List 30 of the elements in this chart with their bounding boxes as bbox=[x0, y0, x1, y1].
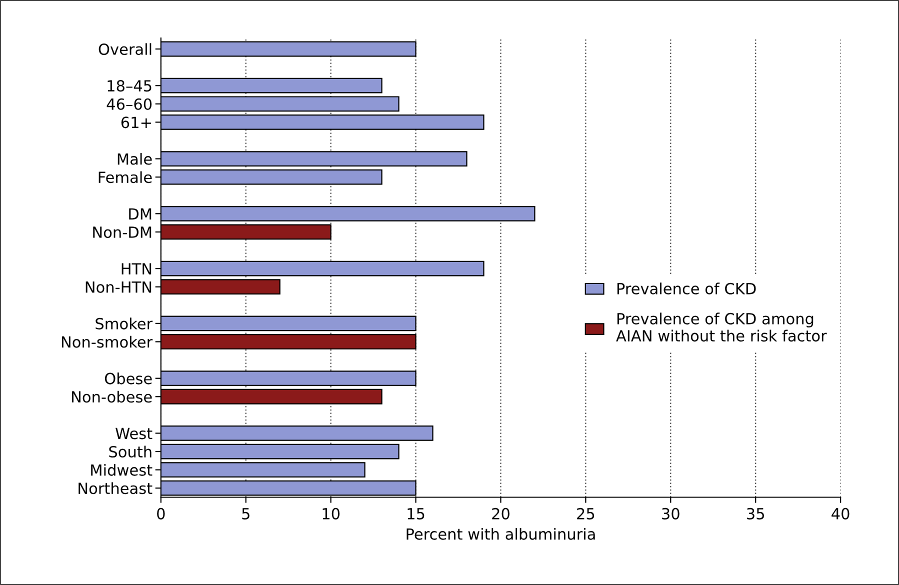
y-tick-label: Male bbox=[118, 152, 152, 165]
x-tick-label: 0 bbox=[157, 508, 165, 520]
y-tick-label: HTN bbox=[122, 263, 152, 274]
legend-label: Prevalence of CKD among AIAN without the risk factor bbox=[616, 312, 827, 342]
y-tick-label: South bbox=[109, 446, 152, 458]
x-tick-label: 15 bbox=[408, 508, 424, 520]
y-tick-label: Non-DM bbox=[93, 226, 152, 238]
x-tick-label: 25 bbox=[577, 508, 594, 520]
y-tick-label: Female bbox=[98, 171, 152, 184]
x-tick-label: 10 bbox=[322, 508, 340, 520]
y-tick-label: 18–45 bbox=[108, 80, 152, 92]
y-tick-label: Overall bbox=[98, 43, 152, 56]
x-tick-label: 40 bbox=[832, 508, 850, 520]
y-tick-label: Smoker bbox=[96, 318, 153, 330]
x-tick-label: 5 bbox=[242, 508, 250, 520]
y-tick-label: West bbox=[116, 428, 152, 440]
y-tick-label: 61+ bbox=[121, 116, 151, 128]
legend-label: Prevalence of CKD bbox=[617, 282, 756, 294]
x-axis-title: Percent with albuminuria bbox=[406, 528, 595, 540]
x-tick-label: 30 bbox=[662, 508, 680, 520]
y-tick-label: Northeast bbox=[78, 482, 152, 494]
y-tick-label: Non-obese bbox=[72, 390, 152, 403]
y-tick-label: Non-smoker bbox=[62, 336, 153, 348]
y-tick-label: Midwest bbox=[91, 464, 152, 476]
y-tick-label: Obese bbox=[104, 372, 152, 384]
x-tick-label: 35 bbox=[747, 508, 764, 520]
y-tick-label: DM bbox=[129, 208, 152, 220]
y-tick-label: Non-HTN bbox=[86, 282, 152, 293]
x-tick-label: 20 bbox=[492, 508, 510, 520]
y-tick-label: 46–60 bbox=[106, 98, 152, 110]
